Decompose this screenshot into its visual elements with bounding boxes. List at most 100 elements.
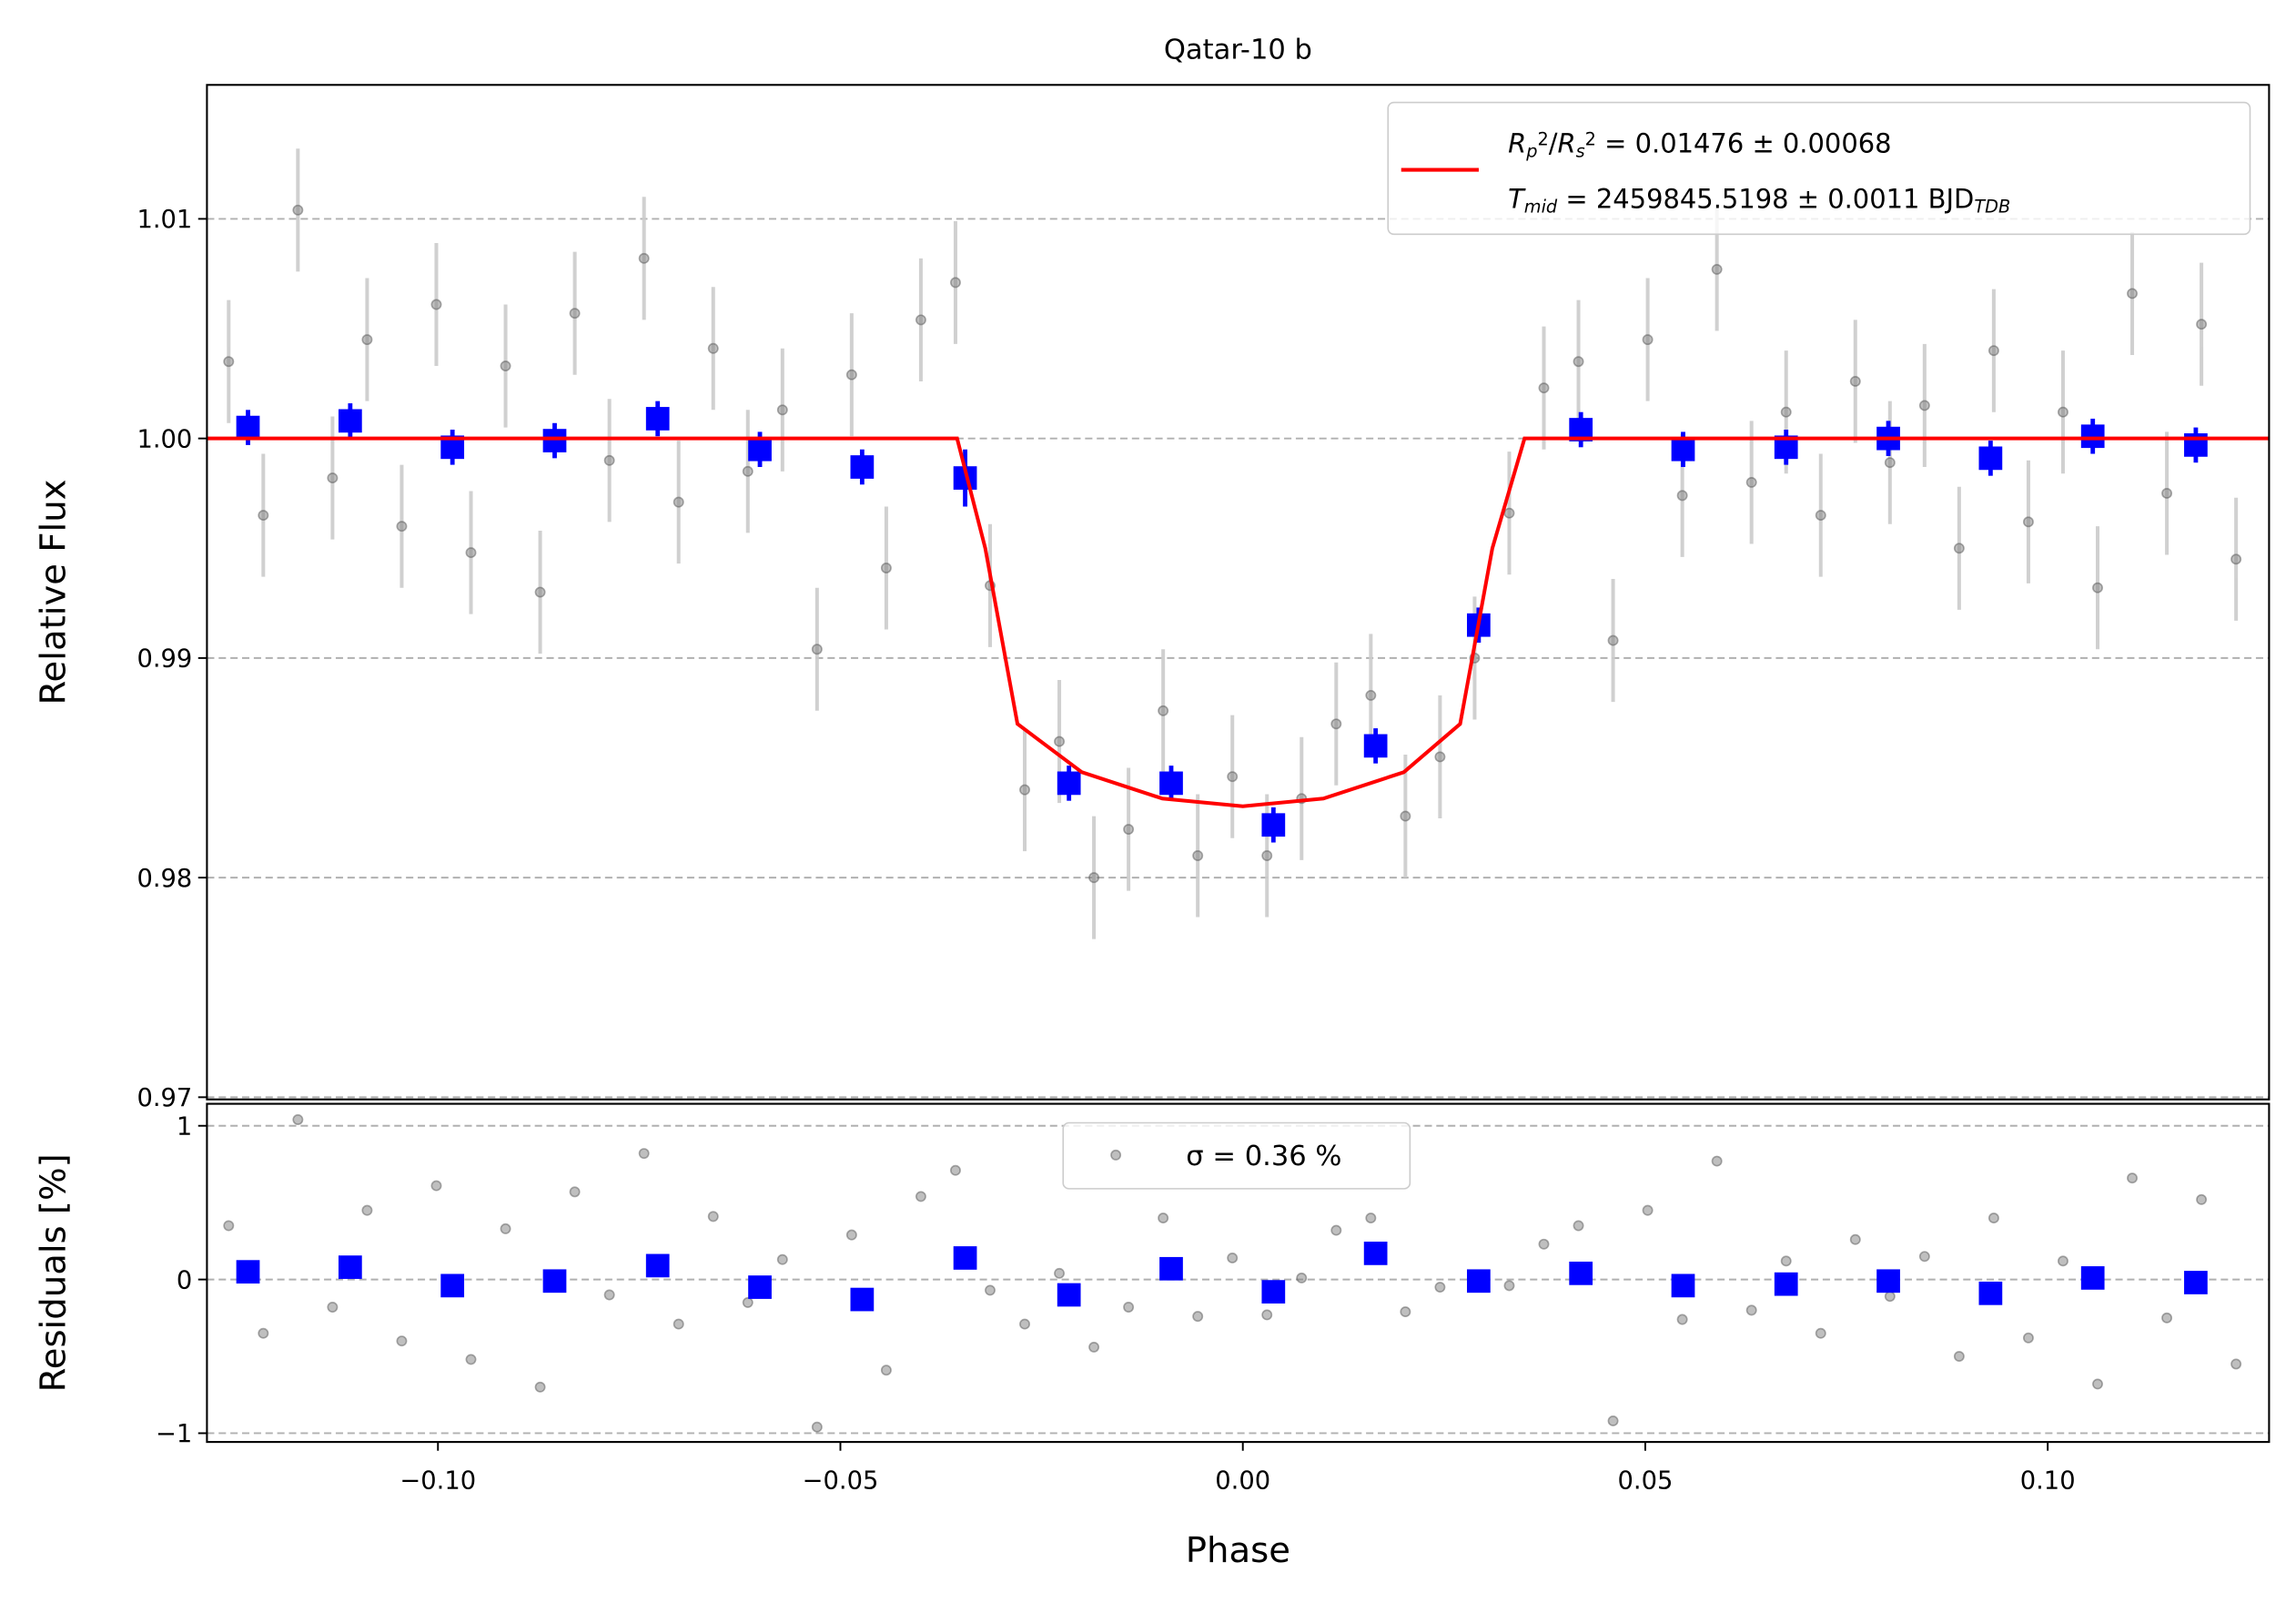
data-point [361, 1204, 373, 1216]
data-point [1780, 1255, 1792, 1267]
data-point [396, 1335, 408, 1347]
panel: Residuals [%] Phase −1 0 1 −0.10 −0.05 0.00 0.05… [33, 1102, 2271, 1571]
model-line [207, 436, 2270, 808]
binned-point [1671, 1273, 1695, 1298]
data-point [1330, 718, 1342, 730]
legend-text: 2 [1585, 129, 1596, 150]
axes-frame [206, 84, 2271, 1101]
y-axis-label: Residuals [%] [33, 1153, 74, 1392]
data-point [1400, 810, 1411, 822]
binned-point [1569, 1261, 1593, 1285]
binned-point [236, 1260, 260, 1284]
data-point [1918, 1251, 1930, 1263]
data-point [1815, 1327, 1826, 1339]
data-point [638, 252, 650, 264]
legend-box [1387, 101, 2251, 236]
binned-point [1159, 771, 1183, 796]
data-point [1953, 1351, 1965, 1362]
data-point [603, 1289, 615, 1301]
data-point [1365, 1212, 1377, 1224]
data-point [1261, 1309, 1273, 1321]
binned-point [748, 437, 772, 462]
data-point [985, 1284, 996, 1296]
data-point [2022, 1332, 2034, 1344]
data-point [845, 369, 857, 380]
data-point [1503, 507, 1515, 519]
data-point [1158, 1212, 1169, 1224]
data-point [776, 1253, 788, 1265]
data-point [1123, 824, 1135, 836]
y-tick-label: 0.98 [137, 865, 192, 893]
data-point [2092, 1378, 2103, 1390]
binned-point [1057, 1283, 1081, 1307]
data-point [1261, 850, 1273, 861]
data-point [1884, 1291, 1896, 1303]
legend-label: Rp2/Rs2 = 0.01476 ± 0.00068 [1508, 127, 1891, 161]
data-point [1573, 1220, 1584, 1232]
data-point [534, 586, 546, 598]
binned-point [1363, 1242, 1388, 1265]
data-point [1815, 510, 1826, 522]
data-point [327, 472, 339, 484]
binned-point [440, 1273, 465, 1298]
legend-label: σ = 0.36 % [1186, 1141, 1341, 1172]
binned-point [850, 455, 875, 479]
binned-point [850, 1287, 875, 1312]
y-tick-label: −1 [156, 1420, 192, 1448]
data-point [1227, 1253, 1239, 1263]
data-point [1884, 457, 1896, 469]
data-point [1192, 1311, 1204, 1323]
binned-point [542, 429, 567, 452]
data-point [1849, 375, 1861, 387]
binned-point [1978, 446, 2003, 471]
chart-title: Qatar-10 b [1164, 34, 1312, 66]
legend-text: R [1558, 127, 1576, 158]
binned-point [953, 1246, 977, 1270]
data-point [1227, 771, 1239, 783]
x-tick-label: 0.05 [1618, 1467, 1674, 1496]
y-tick-label: 1.01 [137, 206, 192, 234]
data-point [1192, 850, 1204, 861]
binned-point [1671, 437, 1695, 462]
x-tick-label: −0.10 [400, 1467, 476, 1496]
data-point [2127, 1172, 2138, 1184]
data-point [1019, 784, 1030, 796]
data-point [1607, 1415, 1619, 1426]
binned-point [1876, 1269, 1900, 1294]
data-point [1088, 1341, 1100, 1353]
data-point [1745, 476, 1757, 488]
data-point [1642, 1204, 1654, 1216]
legend-text: TDB [1974, 196, 2010, 217]
data-point [534, 1381, 546, 1393]
data-point [223, 356, 235, 368]
legend-text: T [1508, 183, 1526, 214]
legend-text: / [1549, 127, 1558, 158]
data-point [2196, 319, 2208, 330]
x-tick-label: 0.00 [1215, 1467, 1270, 1496]
binned-point [1774, 1272, 1798, 1296]
data-point [811, 644, 823, 655]
data-point [1988, 345, 1999, 357]
binned-point [338, 1255, 362, 1279]
legend: σ = 0.36 % [1062, 1121, 1411, 1190]
legend-swatch [1110, 1149, 1122, 1161]
data-point [465, 547, 477, 559]
axes-frame [206, 1102, 2271, 1444]
data-point [258, 1327, 269, 1339]
binned-point [542, 1269, 567, 1294]
data-point [1054, 736, 1066, 747]
panel: Qatar-10 b Relative Flux 0.97 0.98 0.99 1.00 1… [33, 34, 2271, 1112]
data-point [1400, 1306, 1411, 1318]
data-point [1538, 1238, 1550, 1250]
data-point [1538, 382, 1550, 394]
data-point [845, 1229, 857, 1241]
y-tick-label: 0.97 [137, 1084, 192, 1112]
data-point [707, 1211, 719, 1223]
legend-label: Tmid = 2459845.5198 ± 0.0011 BJDTDB [1508, 183, 2010, 217]
data-point [1988, 1212, 1999, 1224]
binned-point [2080, 424, 2105, 449]
data-point [1503, 1280, 1515, 1292]
legend-box [1062, 1121, 1411, 1190]
